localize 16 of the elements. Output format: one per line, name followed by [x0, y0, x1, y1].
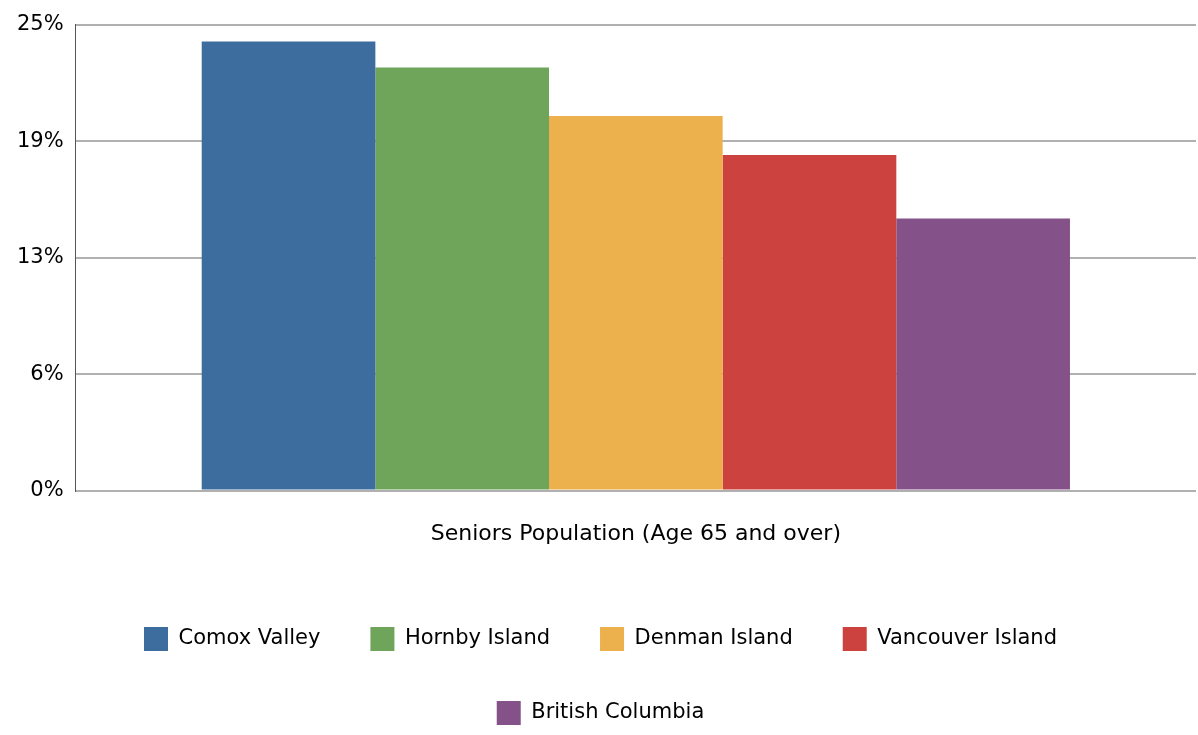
legend-label: Vancouver Island [877, 625, 1057, 650]
y-tick-label: 25% [16, 11, 64, 36]
y-tick-label: 13% [16, 244, 64, 269]
y-tick-label: 0% [30, 477, 64, 502]
bar [549, 115, 723, 490]
bar [896, 218, 1070, 490]
x-tick-label: Seniors Population (Age 65 and over) [430, 519, 841, 545]
bar [722, 155, 897, 490]
bar [375, 67, 550, 490]
y-tick-label: 6% [30, 360, 64, 385]
legend-label: Comox Valley [178, 625, 321, 650]
legend-label: British Columbia [531, 699, 705, 724]
legend-label: Denman Island [634, 625, 793, 650]
y-tick-label: 19% [16, 127, 64, 152]
legend-label: Hornby Island [404, 625, 551, 650]
bar [201, 41, 376, 490]
